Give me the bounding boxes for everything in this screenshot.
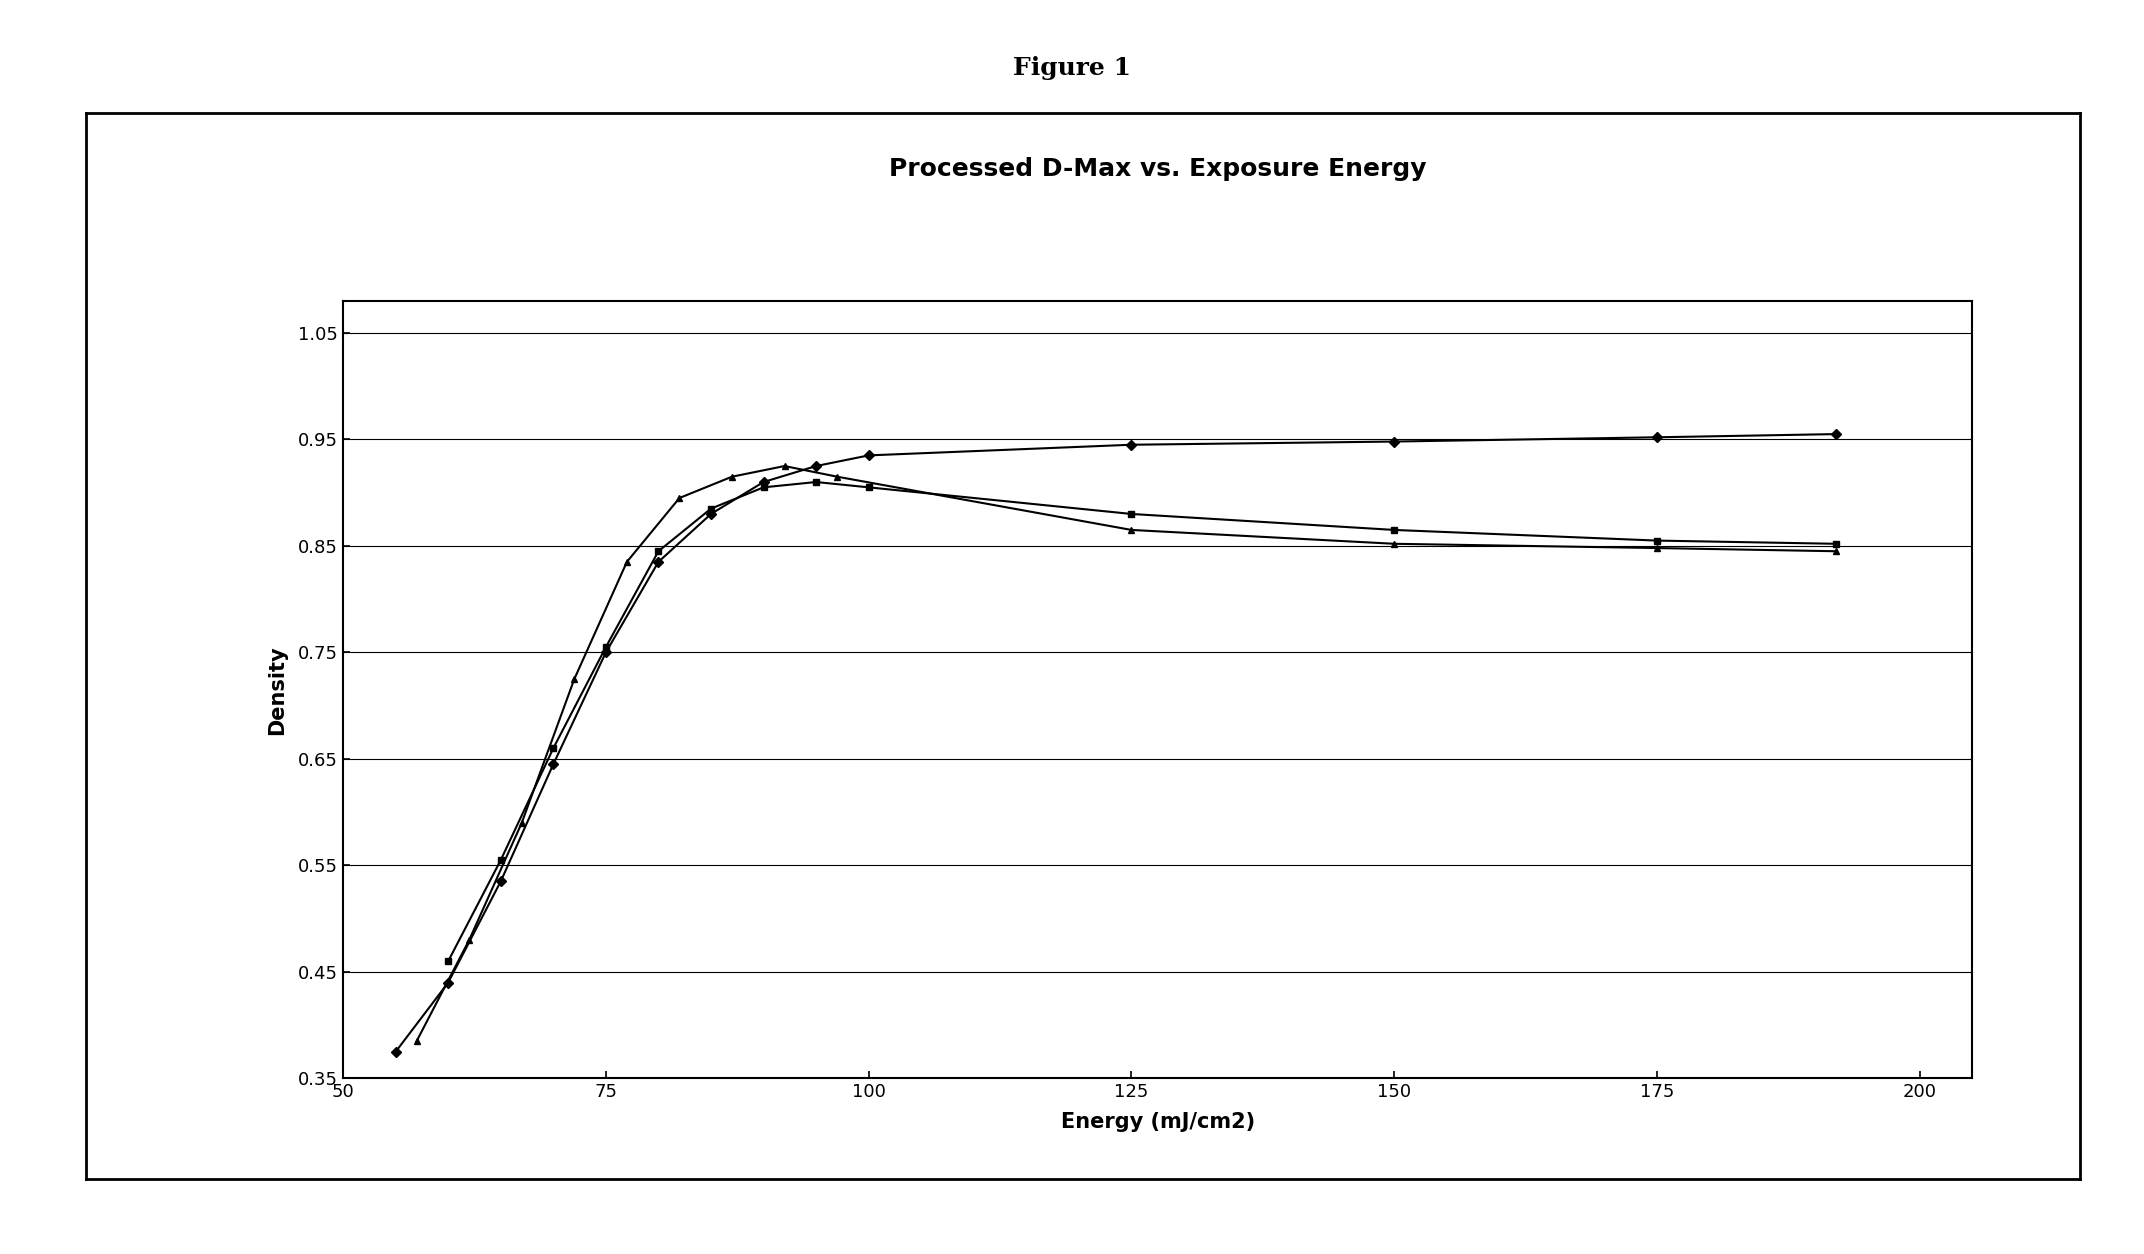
2 — [645, 544, 671, 559]
C1 — [1381, 434, 1406, 449]
1 — [772, 459, 798, 474]
1 — [1119, 523, 1145, 538]
C1 — [645, 554, 671, 569]
C1 — [1119, 438, 1145, 453]
C1 — [489, 874, 515, 889]
1 — [562, 672, 587, 687]
1 — [403, 1033, 429, 1048]
2 — [1119, 507, 1145, 522]
2 — [540, 741, 566, 756]
2 — [855, 480, 881, 495]
Line: C1: C1 — [392, 430, 1840, 1056]
2 — [594, 640, 620, 655]
1 — [1381, 537, 1406, 552]
1 — [613, 554, 639, 569]
C1 — [1644, 430, 1670, 445]
1 — [823, 469, 849, 484]
1 — [667, 490, 693, 505]
Line: 1: 1 — [414, 463, 1840, 1045]
Line: 2: 2 — [444, 479, 1840, 964]
C1 — [435, 976, 461, 991]
C1 — [750, 474, 776, 489]
C1 — [384, 1045, 410, 1060]
2 — [804, 474, 830, 489]
Text: Figure 1: Figure 1 — [1012, 56, 1132, 80]
2 — [1822, 537, 1848, 552]
X-axis label: Energy (mJ/cm2): Energy (mJ/cm2) — [1061, 1112, 1254, 1132]
C1 — [804, 459, 830, 474]
2 — [435, 954, 461, 969]
C1 — [594, 645, 620, 660]
2 — [1644, 533, 1670, 548]
2 — [1381, 523, 1406, 538]
C1 — [699, 507, 725, 522]
2 — [489, 853, 515, 868]
1 — [1644, 540, 1670, 556]
Text: Processed D-Max vs. Exposure Energy: Processed D-Max vs. Exposure Energy — [890, 157, 1426, 182]
2 — [699, 502, 725, 517]
1 — [457, 933, 482, 948]
C1 — [855, 448, 881, 463]
1 — [508, 815, 534, 830]
1 — [1822, 544, 1848, 559]
2 — [750, 480, 776, 495]
Y-axis label: Density: Density — [268, 645, 287, 735]
C1 — [1822, 426, 1848, 441]
1 — [718, 469, 744, 484]
C1 — [540, 756, 566, 771]
